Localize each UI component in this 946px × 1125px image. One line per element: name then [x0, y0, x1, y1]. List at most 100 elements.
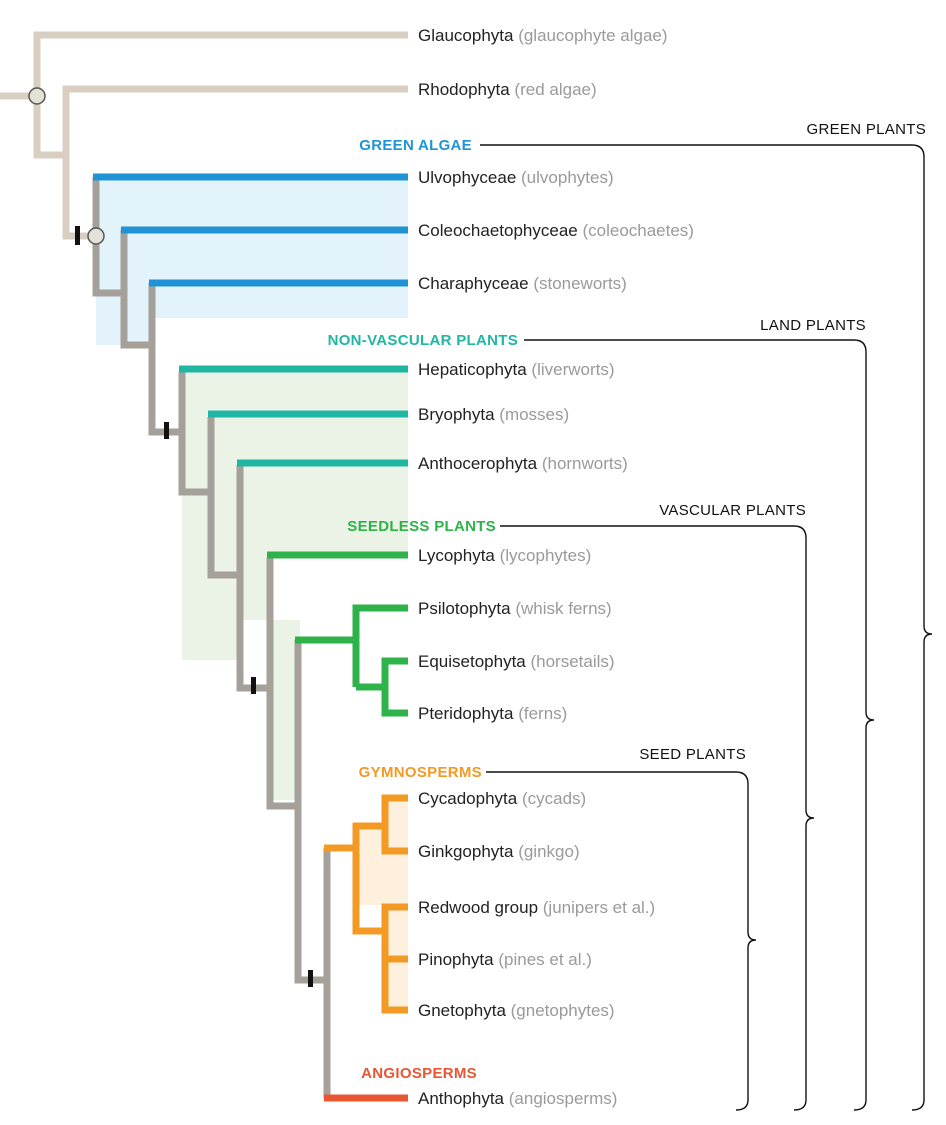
- group-label-non-vascular: NON-VASCULAR PLANTS: [328, 332, 518, 349]
- taxon-labels: Glaucophyta (glaucophyte algae) Rhodophy…: [418, 26, 694, 1108]
- taxon-name: Pteridophyta: [418, 704, 514, 723]
- taxon-redwood-group: Redwood group (junipers et al.): [418, 898, 655, 917]
- bracket-land-plants: [853, 339, 875, 1111]
- taxon-name: Rhodophyta: [418, 80, 510, 99]
- clade-label-vascular-plants: VASCULAR PLANTS: [659, 502, 806, 519]
- taxon-common-name: (horsetails): [530, 652, 614, 671]
- green-algae-shade: [96, 175, 408, 345]
- taxon-ginkgophyta: Ginkgophyta (ginkgo): [418, 842, 580, 861]
- clade-brackets: [480, 144, 933, 1111]
- taxon-name: Psilotophyta: [418, 599, 511, 618]
- taxon-anthocerophyta: Anthocerophyta (hornworts): [418, 454, 628, 473]
- taxon-coleochaetophyceae: Coleochaetophyceae (coleochaetes): [418, 221, 694, 240]
- taxon-name: Pinophyta: [418, 950, 494, 969]
- taxon-common-name: (ginkgo): [518, 842, 579, 861]
- synapomorphy-ticks: [75, 226, 313, 987]
- taxon-name: Lycophyta: [418, 546, 495, 565]
- node-marker-primary-plastid: [28, 87, 46, 105]
- taxon-pinophyta: Pinophyta (pines et al.): [418, 950, 592, 969]
- taxon-name: Anthocerophyta: [418, 454, 538, 473]
- branch-green-stem: [62, 155, 96, 240]
- seedless-branches: [267, 551, 408, 717]
- taxon-common-name: (red algae): [514, 80, 596, 99]
- taxon-name: Glaucophyta: [418, 26, 514, 45]
- node-marker-green-plants: [87, 227, 105, 245]
- clade-labels: GREEN PLANTS LAND PLANTS VASCULAR PLANTS…: [639, 121, 926, 763]
- clade-backgrounds: [96, 175, 408, 1010]
- taxon-glaucophyta: Glaucophyta (glaucophyte algae): [418, 26, 668, 45]
- outgroup-branches: [0, 31, 408, 240]
- taxon-common-name: (cycads): [522, 789, 586, 808]
- taxon-hepaticophyta: Hepaticophyta (liverworts): [418, 360, 615, 379]
- branch-conifer-stem: [352, 848, 385, 935]
- bracket-green-plants: [911, 144, 933, 1111]
- taxon-name: Equisetophyta: [418, 652, 526, 671]
- branch-cycad-ginkgo: [352, 822, 385, 848]
- branch-rhodophyta: [33, 85, 408, 159]
- branch-redwood: [381, 903, 408, 931]
- taxon-gnetophyta: Gnetophyta (gnetophytes): [418, 1001, 615, 1020]
- taxon-rhodophyta: Rhodophyta (red algae): [418, 80, 597, 99]
- taxon-name: Charaphyceae: [418, 274, 529, 293]
- group-label-gymnosperms: GYMNOSPERMS: [359, 764, 482, 781]
- taxon-common-name: (gnetophytes): [511, 1001, 615, 1020]
- clade-label-seed-plants: SEED PLANTS: [639, 746, 746, 763]
- green-algae-branches: [93, 173, 408, 287]
- taxon-name: Ginkgophyta: [418, 842, 514, 861]
- branch-green-algae-backbone: [92, 177, 182, 436]
- taxon-name: Redwood group: [418, 898, 538, 917]
- taxon-common-name: (whisk ferns): [515, 599, 611, 618]
- taxon-common-name: (lycophytes): [500, 546, 592, 565]
- taxon-name: Bryophyta: [418, 405, 495, 424]
- clade-label-green-plants: GREEN PLANTS: [807, 121, 926, 138]
- branch-ginkgophyta: [381, 826, 408, 855]
- bracket-vascular-plants: [793, 525, 815, 1111]
- taxon-name: Gnetophyta: [418, 1001, 506, 1020]
- backbone-branches: [92, 177, 331, 1098]
- branch-cycadophyta: [381, 794, 408, 826]
- taxon-common-name: (angiosperms): [509, 1089, 618, 1108]
- tick-seed-plants: [308, 970, 313, 987]
- branch-gnetophyta: [381, 959, 408, 1014]
- branch-psilotophyta: [352, 604, 408, 687]
- taxon-name: Hepaticophyta: [418, 360, 527, 379]
- group-label-green-algae: GREEN ALGAE: [359, 137, 472, 154]
- taxon-common-name: (stoneworts): [533, 274, 627, 293]
- taxon-common-name: (ferns): [518, 704, 567, 723]
- tick-green-plants: [75, 226, 80, 245]
- taxon-common-name: (coleochaetes): [582, 221, 694, 240]
- taxon-charaphyceae: Charaphyceae (stoneworts): [418, 274, 627, 293]
- taxon-common-name: (glaucophyte algae): [518, 26, 667, 45]
- taxon-common-name: (hornworts): [542, 454, 628, 473]
- taxon-common-name: (liverworts): [531, 360, 614, 379]
- gymnosperm-branches: [324, 794, 408, 1014]
- taxon-equisetophyta: Equisetophyta (horsetails): [418, 652, 615, 671]
- tick-land-plants: [164, 422, 169, 439]
- taxon-name: Cycadophyta: [418, 789, 518, 808]
- group-label-angiosperms: ANGIOSPERMS: [361, 1065, 477, 1082]
- node-markers: [28, 87, 105, 245]
- bracket-seed-plants: [735, 771, 757, 1111]
- clade-label-land-plants: LAND PLANTS: [760, 317, 866, 334]
- tick-vascular-plants: [251, 677, 256, 694]
- taxon-cycadophyta: Cycadophyta (cycads): [418, 789, 586, 808]
- taxon-pteridophyta: Pteridophyta (ferns): [418, 704, 567, 723]
- group-labels: GREEN ALGAE NON-VASCULAR PLANTS SEEDLESS…: [328, 137, 518, 1082]
- taxon-bryophyta: Bryophyta (mosses): [418, 405, 569, 424]
- taxon-ulvophyceae: Ulvophyceae (ulvophytes): [418, 168, 614, 187]
- taxon-name: Anthophyta: [418, 1089, 505, 1108]
- branch-equisetophyta: [356, 657, 408, 691]
- branch-vascular-backbone: [266, 558, 331, 1098]
- taxon-common-name: (pines et al.): [498, 950, 592, 969]
- taxon-common-name: (mosses): [499, 405, 569, 424]
- taxon-psilotophyta: Psilotophyta (whisk ferns): [418, 599, 612, 618]
- taxon-common-name: (ulvophytes): [521, 168, 614, 187]
- taxon-name: Coleochaetophyceae: [418, 221, 578, 240]
- group-label-seedless: SEEDLESS PLANTS: [347, 518, 496, 535]
- branch-pteridophyta: [381, 687, 408, 717]
- branch-land-backbone: [178, 372, 270, 692]
- taxon-name: Ulvophyceae: [418, 168, 516, 187]
- branch-glaucophyta: [33, 31, 408, 96]
- taxon-anthophyta: Anthophyta (angiosperms): [418, 1089, 617, 1108]
